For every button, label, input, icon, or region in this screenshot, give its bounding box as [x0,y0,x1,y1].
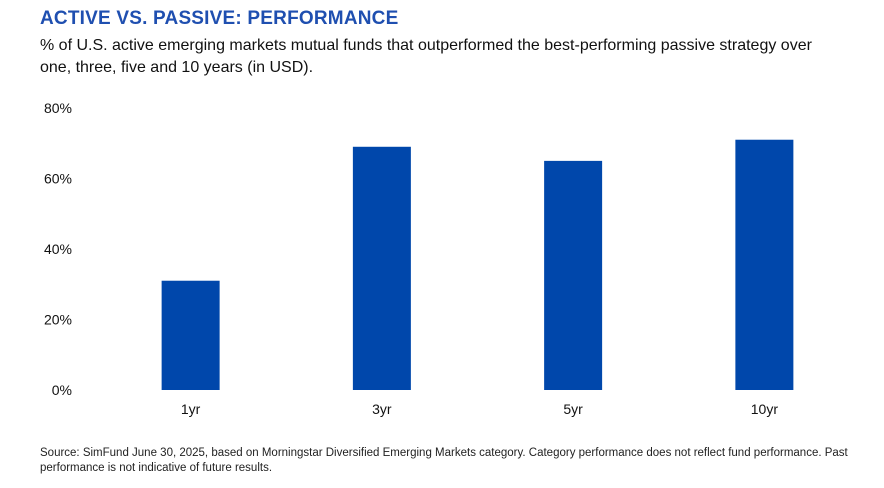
bar-3yr [352,146,411,390]
x-tick-label: 10yr [751,401,779,417]
chart-title: ACTIVE VS. PASSIVE: PERFORMANCE [40,8,399,29]
x-tick-label: 5yr [563,401,583,417]
chart-subtitle: % of U.S. active emerging markets mutual… [40,37,812,76]
bar-10yr [735,139,794,390]
x-tick-label: 3yr [372,401,392,417]
bar-5yr [544,160,603,390]
source-footnote: Source: SimFund June 30, 2025, based on … [40,447,848,474]
y-tick-label: 60% [44,171,72,187]
x-tick-label: 1yr [181,401,201,417]
y-tick-label: 20% [44,312,72,328]
y-tick-label: 80% [44,100,72,116]
bar-1yr [161,280,220,390]
y-tick-label: 0% [52,382,72,398]
bar-chart: 0% 20% 40% 60% 80% 1yr 3yr 5yr 10yr [44,100,794,417]
y-tick-label: 40% [44,241,72,257]
